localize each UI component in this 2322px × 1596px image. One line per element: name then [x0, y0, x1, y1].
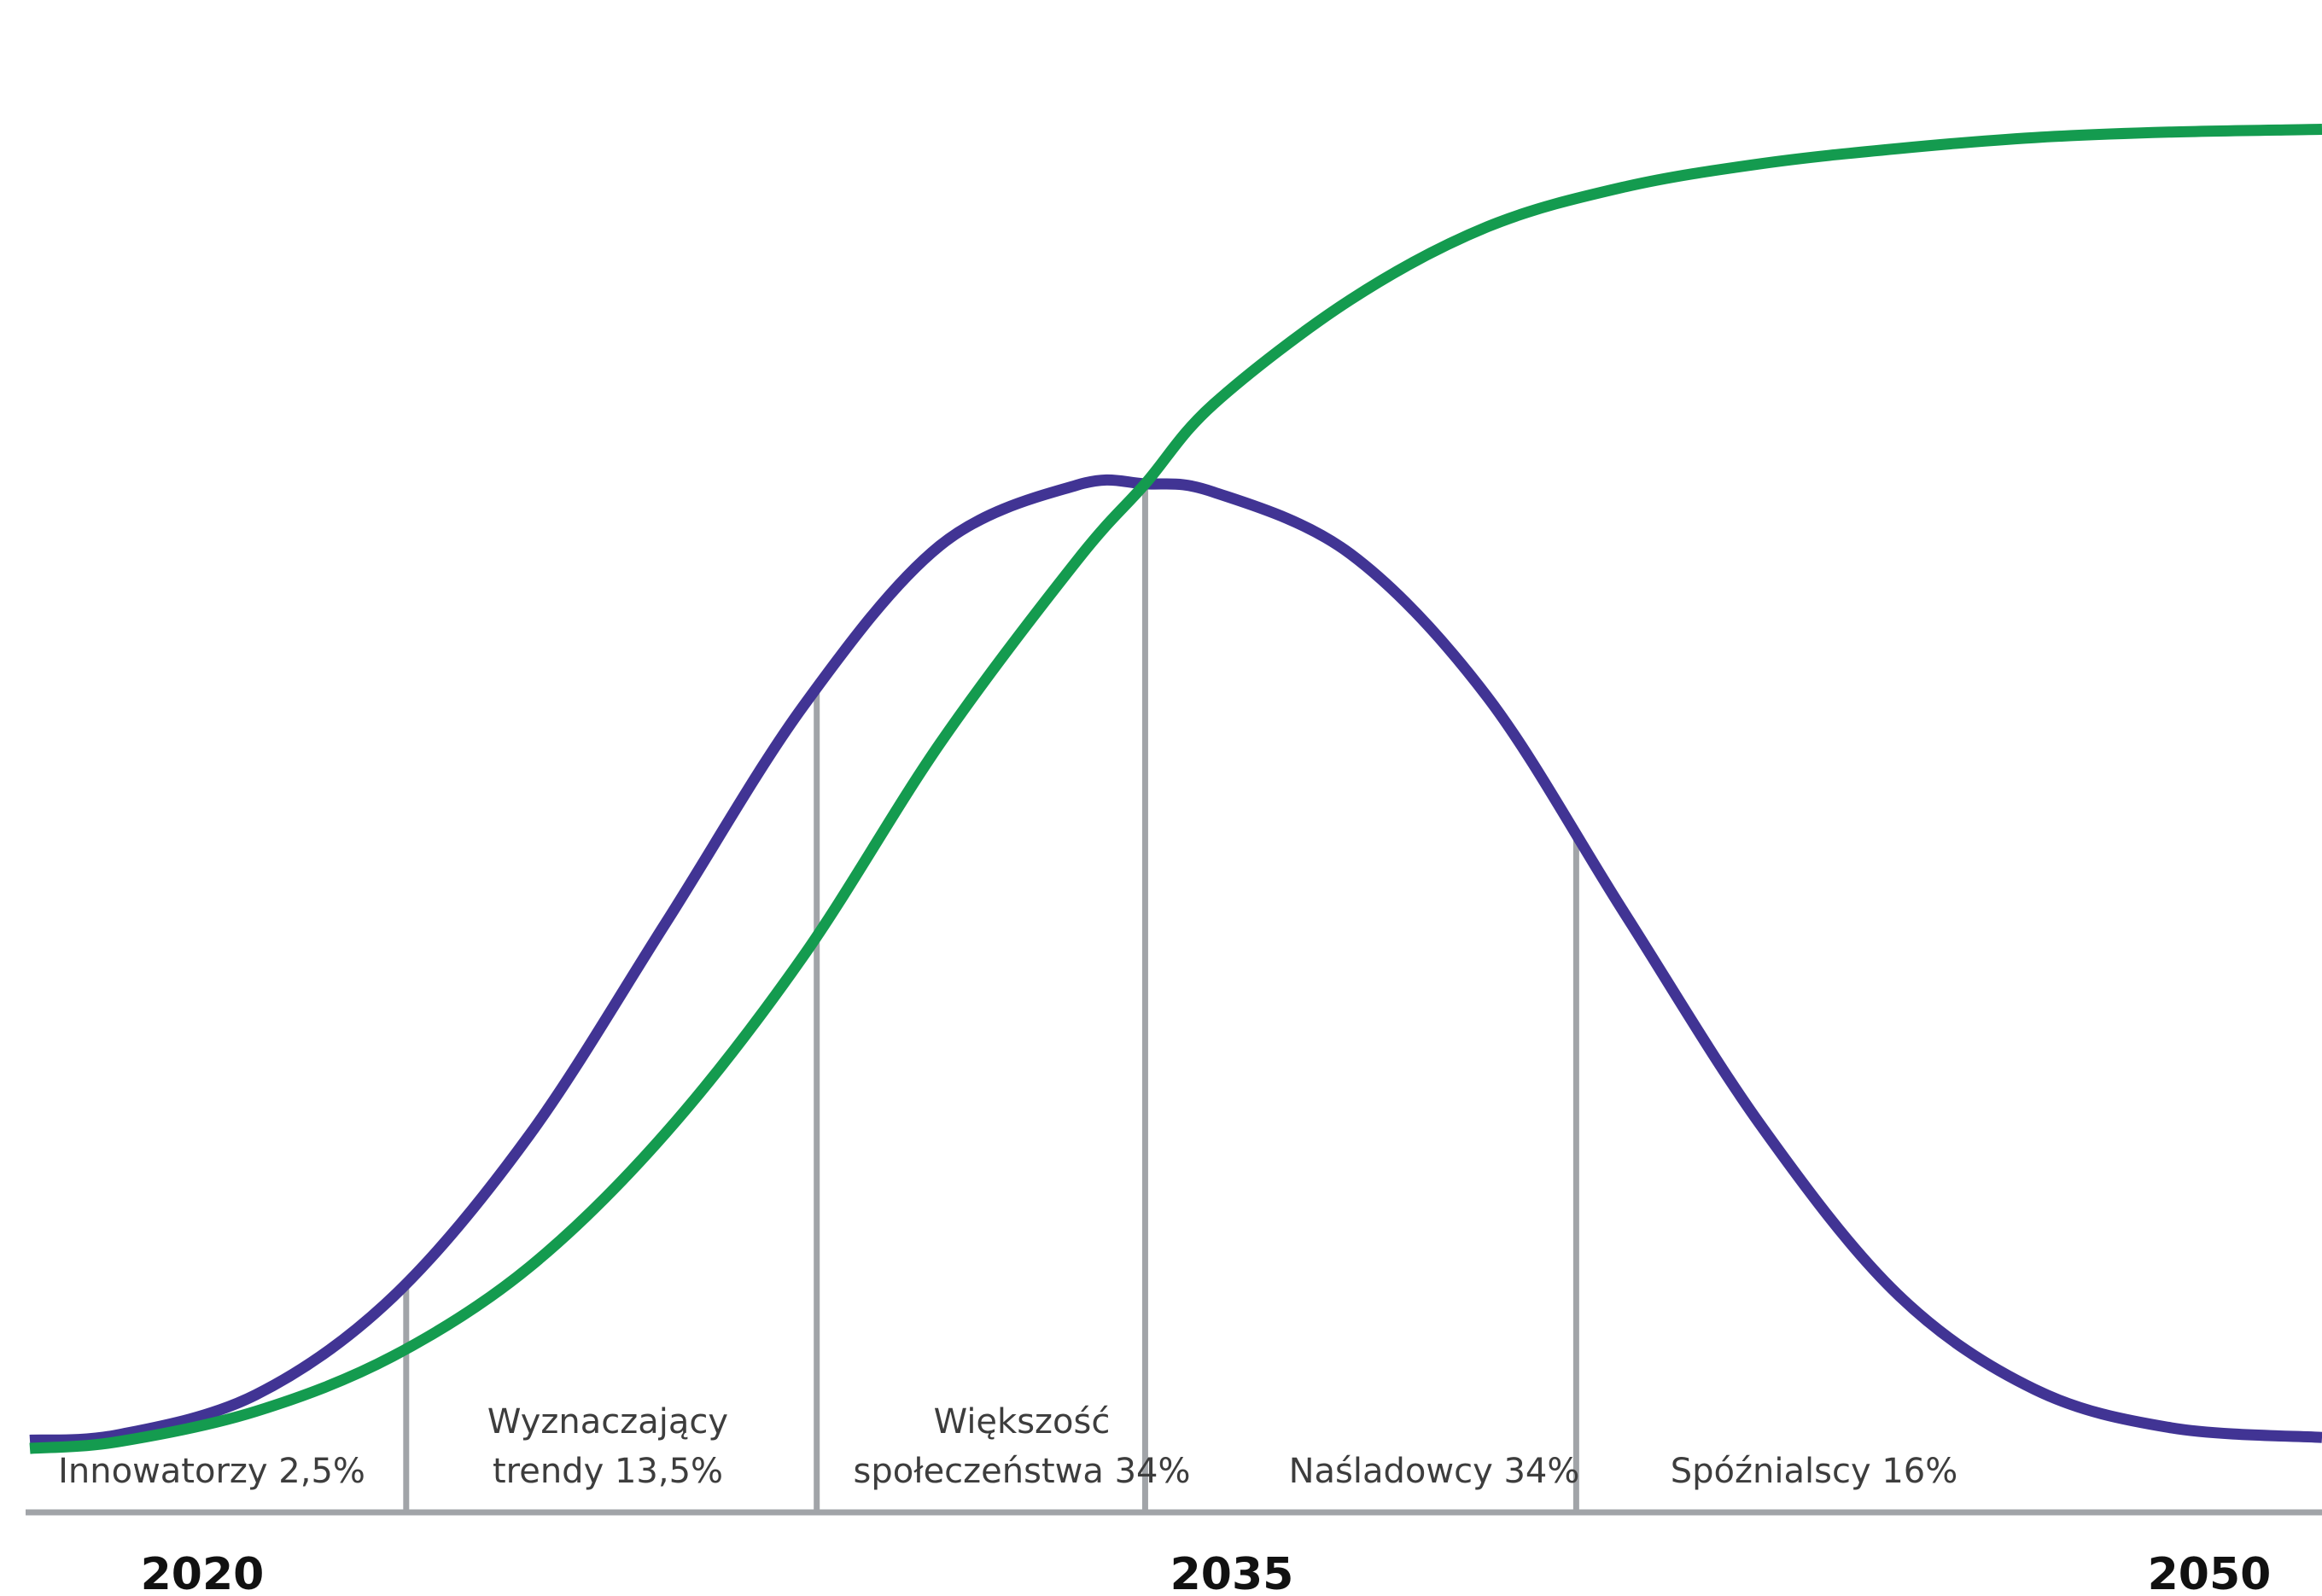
- x-tick-2050: 2050: [2148, 1549, 2272, 1596]
- x-tick-2035: 2035: [1170, 1549, 1294, 1596]
- x-tick-labels: 2020 2035 2050: [141, 1549, 2272, 1596]
- x-tick-2020: 2020: [141, 1549, 265, 1596]
- segment-dividers: [403, 483, 1579, 1512]
- segment-label-2-line-2: trendy 13,5%: [493, 1452, 723, 1491]
- segment-label-2-line-1: Wyznaczający: [487, 1402, 728, 1442]
- bell-curve-line: [29, 474, 2322, 1446]
- segment-labels: Innowatorzy 2,5% Wyznaczający trendy 13,5%…: [58, 1402, 1957, 1491]
- segment-label-5-line-1: Spóźnialscy 16%: [1671, 1452, 1957, 1491]
- segment-label-1-line-1: Innowatorzy 2,5%: [58, 1452, 365, 1491]
- series-lines: [29, 124, 2322, 1454]
- s-curve-line: [29, 124, 2322, 1454]
- segment-label-3-line-1: Większość: [934, 1402, 1111, 1442]
- segment-label-3-line-2: społeczeństwa 34%: [854, 1452, 1191, 1491]
- segment-label-4-line-1: Naśladowcy 34%: [1289, 1452, 1580, 1491]
